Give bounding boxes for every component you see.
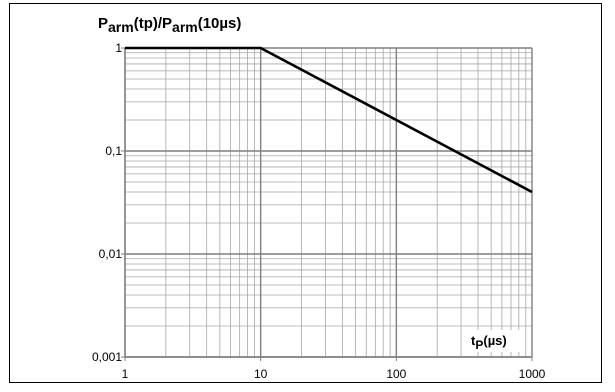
- x-tick-label: 10: [254, 367, 268, 381]
- chart-frame: 0,001 0,01 0,1 1 1 10 100 1000 Parm(tp)/Parm(10µ…: [9, 3, 602, 383]
- x-tick-label: 1: [122, 367, 129, 381]
- y-tick-label: 0,01: [99, 247, 123, 261]
- y-tick-label: 0,1: [105, 144, 122, 158]
- y-tick-label: 1: [115, 41, 122, 55]
- y-axis-label: Parm(tp)/Parm(10µs): [98, 15, 241, 35]
- y-tick-label: 0,001: [92, 350, 122, 364]
- x-tick-label: 100: [386, 367, 406, 381]
- x-axis-label: tP(µs): [471, 333, 507, 352]
- derating-chart: 0,001 0,01 0,1 1 1 10 100 1000 Parm(tp)/Parm(10µ…: [92, 15, 546, 381]
- x-axis-label-background: [466, 330, 524, 352]
- series-line: [125, 46, 533, 194]
- x-tick-label: 1000: [519, 367, 546, 381]
